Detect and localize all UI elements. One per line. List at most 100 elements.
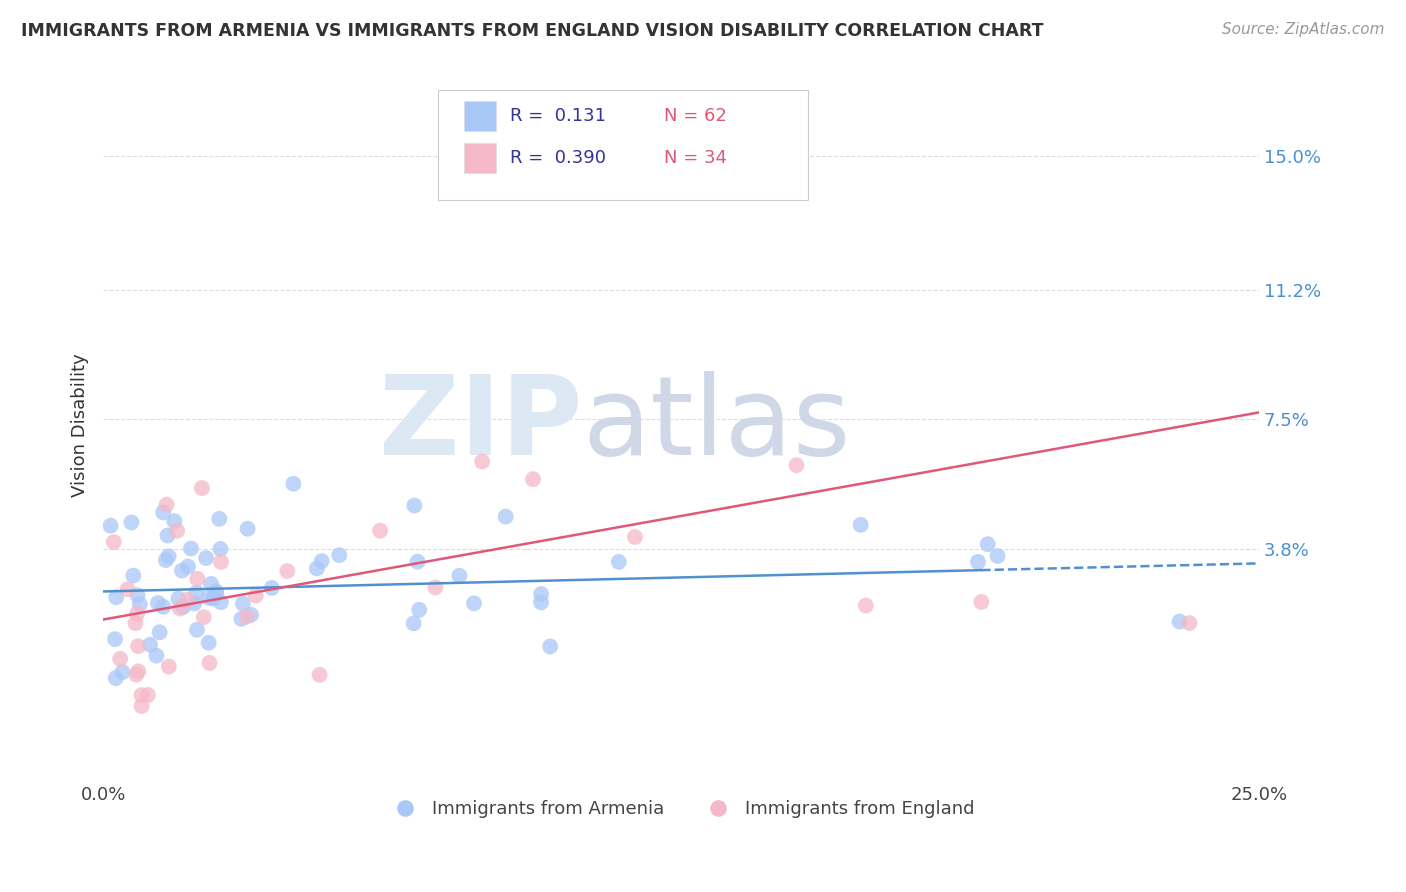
Text: Source: ZipAtlas.com: Source: ZipAtlas.com <box>1222 22 1385 37</box>
Point <box>240 607 263 622</box>
Point <box>127 665 149 679</box>
Point <box>127 588 149 602</box>
Point <box>103 535 125 549</box>
Point <box>180 541 202 556</box>
Point <box>186 623 208 637</box>
Point <box>463 596 485 610</box>
Point <box>425 581 447 595</box>
FancyBboxPatch shape <box>439 90 808 201</box>
Point <box>186 585 208 599</box>
Point <box>197 636 219 650</box>
Point <box>530 587 553 601</box>
Point <box>125 607 148 621</box>
Text: atlas: atlas <box>582 371 851 478</box>
Point <box>120 516 142 530</box>
Point <box>276 564 298 578</box>
Y-axis label: Vision Disability: Vision Disability <box>72 353 89 497</box>
Point <box>167 591 190 606</box>
Point <box>530 595 553 609</box>
Point <box>538 640 561 654</box>
Point <box>231 612 253 626</box>
Bar <box>464 101 496 130</box>
Point <box>1178 615 1201 630</box>
Point <box>849 517 872 532</box>
Text: ZIP: ZIP <box>380 371 582 478</box>
Point <box>522 472 544 486</box>
Point <box>245 589 267 603</box>
Point <box>368 524 391 538</box>
Point <box>471 454 494 468</box>
Point <box>205 586 228 600</box>
Point <box>449 568 471 582</box>
Text: N = 62: N = 62 <box>664 106 727 125</box>
Point <box>104 632 127 646</box>
Point <box>977 537 1000 551</box>
Point <box>205 584 228 599</box>
Point <box>111 665 134 680</box>
Point <box>260 581 283 595</box>
Point <box>311 554 333 568</box>
Point <box>402 616 425 631</box>
Point <box>157 549 180 564</box>
Point <box>408 603 430 617</box>
Point <box>328 548 350 562</box>
Point <box>169 601 191 615</box>
Point <box>117 582 139 597</box>
Point <box>624 530 647 544</box>
Point <box>785 458 807 472</box>
Legend: Immigrants from Armenia, Immigrants from England: Immigrants from Armenia, Immigrants from… <box>380 793 983 825</box>
Point <box>209 555 232 569</box>
Point <box>191 481 214 495</box>
Point <box>1168 615 1191 629</box>
Point <box>105 590 128 604</box>
Point <box>406 555 429 569</box>
Point <box>970 595 993 609</box>
Point <box>127 639 149 653</box>
Point <box>607 555 630 569</box>
Point <box>104 671 127 685</box>
Point <box>305 561 328 575</box>
Text: R =  0.131: R = 0.131 <box>510 106 606 125</box>
Point <box>186 572 208 586</box>
Point <box>152 599 174 614</box>
Point <box>125 667 148 681</box>
Point <box>236 522 259 536</box>
Point <box>208 512 231 526</box>
Point <box>124 616 146 631</box>
Point <box>149 625 172 640</box>
Point <box>987 549 1010 563</box>
Point <box>183 596 205 610</box>
Point <box>156 528 179 542</box>
Point <box>855 599 877 613</box>
Point <box>495 509 517 524</box>
Text: N = 34: N = 34 <box>664 149 727 168</box>
Point <box>108 652 131 666</box>
Point <box>209 541 232 556</box>
Point <box>170 564 193 578</box>
Bar <box>464 144 496 173</box>
Point <box>131 698 153 713</box>
Point <box>128 597 150 611</box>
Point <box>202 591 225 606</box>
Point <box>122 568 145 582</box>
Point <box>197 591 219 605</box>
Point <box>131 688 153 702</box>
Point <box>155 553 177 567</box>
Point <box>152 506 174 520</box>
Point <box>283 476 305 491</box>
Point <box>209 595 232 609</box>
Point <box>146 596 169 610</box>
Point <box>967 555 990 569</box>
Point <box>172 600 194 615</box>
Point <box>193 610 215 624</box>
Point <box>177 559 200 574</box>
Point <box>166 524 188 538</box>
Point <box>200 577 222 591</box>
Point <box>139 638 162 652</box>
Point <box>145 648 167 663</box>
Point <box>195 551 218 566</box>
Point <box>232 597 254 611</box>
Point <box>136 688 159 702</box>
Point <box>155 498 177 512</box>
Text: R =  0.390: R = 0.390 <box>510 149 606 168</box>
